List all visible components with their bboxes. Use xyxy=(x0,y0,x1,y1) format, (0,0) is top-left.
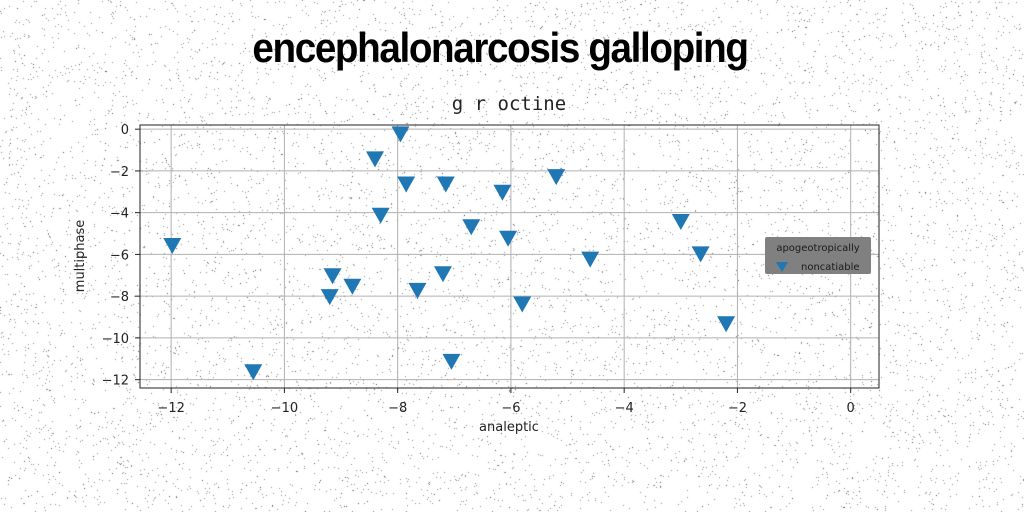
x-tick-label: 0 xyxy=(847,401,855,416)
legend-label: noncatiable xyxy=(801,262,860,273)
data-point xyxy=(547,169,566,186)
tick-layer: −12 −10 −8 −6 −4 −2 0 0 −2 −4 −6 −8 −10 −12 xyxy=(102,123,855,416)
y-tick-label: −12 xyxy=(102,374,129,389)
data-point xyxy=(397,176,416,193)
x-tick-label: −4 xyxy=(615,401,634,416)
axes-frame xyxy=(139,124,880,389)
data-point xyxy=(244,364,263,381)
data-point xyxy=(323,268,342,285)
data-point xyxy=(366,151,385,168)
data-point xyxy=(581,251,600,268)
chart-title: g r octine xyxy=(452,93,566,115)
y-axis-label: multiphase xyxy=(73,220,88,292)
x-tick-label: −12 xyxy=(157,401,184,416)
y-tick-label: −8 xyxy=(110,290,129,305)
x-tick-label: −6 xyxy=(501,401,520,416)
data-points xyxy=(163,126,736,381)
data-point xyxy=(691,246,710,263)
y-tick-label: −6 xyxy=(110,248,129,263)
data-point xyxy=(343,278,362,295)
data-point xyxy=(513,296,532,313)
x-tick-label: −2 xyxy=(728,401,747,416)
data-point xyxy=(442,353,461,370)
data-point xyxy=(371,207,390,224)
data-point xyxy=(391,126,410,143)
legend-title: apogeotropically xyxy=(776,243,859,254)
y-tick-label: 0 xyxy=(121,123,129,138)
data-point xyxy=(499,230,518,247)
legend: apogeotropically noncatiable xyxy=(765,237,871,274)
legend-box xyxy=(765,237,871,274)
data-point xyxy=(493,184,512,201)
figure-suptitle: encephalonarcosis galloping xyxy=(252,24,749,71)
data-point xyxy=(717,316,736,333)
x-tick-label: −10 xyxy=(271,401,298,416)
data-point xyxy=(462,219,481,236)
x-tick-label: −8 xyxy=(388,401,407,416)
y-tick-label: −4 xyxy=(110,207,129,222)
data-point xyxy=(408,282,427,299)
data-point xyxy=(433,266,452,283)
y-tick-label: −10 xyxy=(102,332,129,347)
data-point xyxy=(163,238,182,255)
data-point xyxy=(320,289,339,306)
legend-marker xyxy=(776,262,788,272)
data-point xyxy=(671,214,690,231)
x-axis-label: analeptic xyxy=(479,420,539,435)
data-point xyxy=(436,176,455,193)
y-tick-label: −2 xyxy=(110,165,129,180)
